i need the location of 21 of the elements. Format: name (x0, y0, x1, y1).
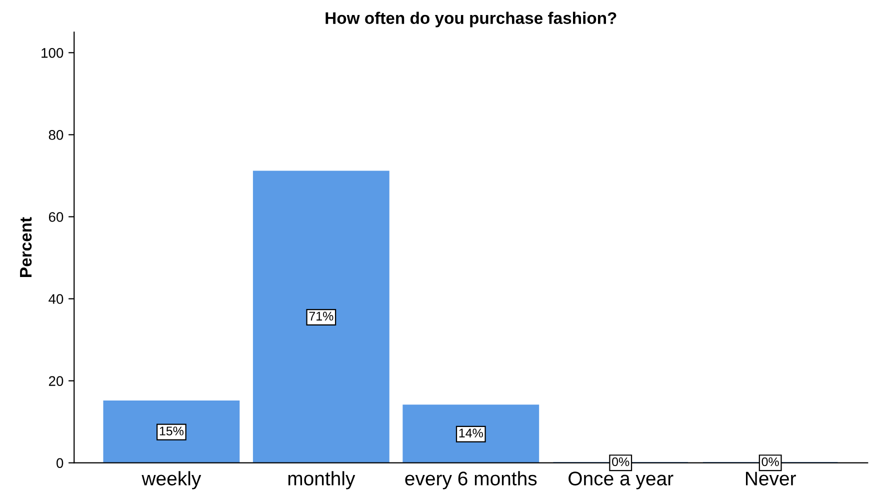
x-tick-label: every 6 months (405, 471, 537, 490)
data-label: 71% (309, 312, 334, 321)
bar (252, 170, 390, 463)
bar (103, 400, 240, 463)
x-tick-label: weekly (142, 471, 202, 490)
y-tick-label: 60 (48, 212, 64, 222)
data-label: 14% (459, 428, 483, 438)
data-label: 15% (160, 426, 184, 436)
y-tick-label: 100 (42, 48, 64, 58)
y-tick-label: 40 (48, 294, 64, 304)
data-label: 0% (762, 457, 779, 466)
data-label: 0% (612, 457, 630, 466)
chart-title: How often do you purchase fashion? (326, 12, 616, 28)
y-axis-title: Percent (20, 217, 32, 277)
y-tick-label: 0 (56, 458, 64, 468)
y-tick-label: 20 (48, 376, 64, 386)
x-tick-label: Never (746, 472, 796, 486)
x-tick-label: monthly (288, 471, 356, 490)
bar (402, 404, 540, 463)
x-tick-label: Once a year (568, 472, 674, 490)
y-tick-label: 80 (48, 130, 64, 140)
